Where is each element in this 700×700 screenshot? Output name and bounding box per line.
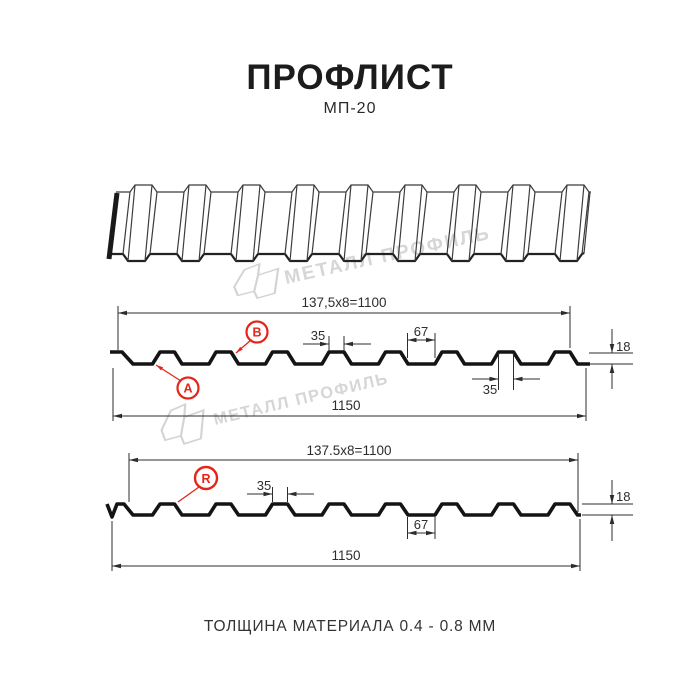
dim-rib-width [247, 487, 314, 502]
marker-r: R [177, 465, 219, 503]
dim-pitch-label: 137.5x8=1100 [307, 443, 392, 458]
marker-a-circle [176, 376, 200, 400]
dim-rib-width-2 [472, 353, 540, 390]
dim-rib-width-label: 35 [257, 478, 271, 493]
brand-logo-icon [233, 262, 280, 300]
dim-valley-width [407, 517, 436, 539]
page-title: ПРОФЛИСТ [246, 58, 454, 97]
marker-b: B [235, 320, 269, 354]
watermark-brand-text: МЕТАЛЛ ПРОФИЛЬ [212, 369, 391, 428]
dim-pitch-label: 137,5x8=1100 [302, 295, 387, 310]
marker-a-label: A [183, 382, 192, 396]
marker-b-circle [245, 320, 269, 344]
dim-total-width-label: 1150 [331, 548, 360, 563]
dim-rib-width [303, 336, 371, 351]
sheet-cut-edge [106, 192, 120, 260]
brand-logo-icon [160, 402, 205, 446]
profile-3d-view [106, 184, 591, 263]
dim-pitch [117, 306, 571, 350]
dim-rib-width-2-label: 35 [483, 382, 497, 397]
dim-height-label: 18 [616, 339, 630, 354]
profile-outline [105, 502, 581, 519]
page-subtitle: МП-20 [323, 100, 377, 117]
cross-section-top: 137,5x8=1100 35 67 18 [110, 295, 633, 421]
dim-valley-width-label: 67 [414, 324, 428, 339]
sheet-back-edge [116, 184, 591, 193]
dim-rib-width-label: 35 [311, 328, 325, 343]
sheet-right-edge [583, 192, 591, 254]
dim-total-width-label: 1150 [331, 398, 360, 413]
marker-r-circle [193, 465, 219, 491]
dim-pitch [128, 453, 579, 512]
dim-height [589, 329, 633, 389]
dim-height [582, 480, 633, 541]
cross-section-bottom: 137.5x8=1100 35 67 18 [105, 443, 633, 571]
marker-r-label: R [201, 472, 210, 486]
marker-a: A [155, 364, 200, 400]
dim-height-label: 18 [616, 489, 630, 504]
marker-b-label: B [252, 326, 261, 340]
dim-total-width [111, 519, 581, 571]
dim-valley-width [407, 333, 436, 358]
profile-outline [110, 350, 590, 366]
dim-valley-width-label: 67 [414, 517, 428, 532]
dim-total-width [112, 368, 587, 421]
thickness-note: ТОЛЩИНА МАТЕРИАЛА 0.4 - 0.8 ММ [203, 618, 497, 635]
sheet-front-edge [109, 252, 585, 263]
rib-lines [122, 184, 590, 262]
